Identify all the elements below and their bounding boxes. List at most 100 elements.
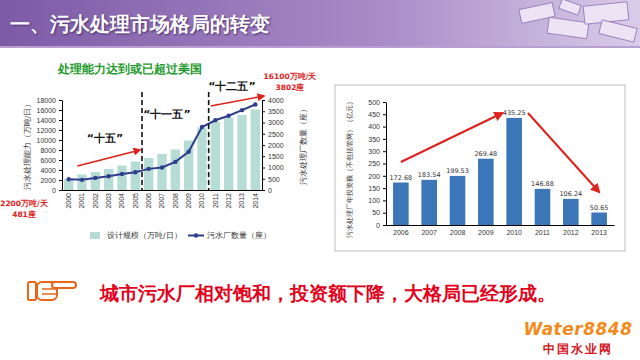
y2-axis-tick-label: 3500: [268, 108, 284, 115]
hand-line: [42, 288, 58, 290]
annotation: 3802座: [276, 82, 305, 92]
y2-axis-tick-mark: [262, 100, 265, 101]
x-axis-tick-label: 2002: [92, 193, 99, 209]
annotation: “十五”: [87, 132, 123, 145]
x-axis-tick: 2002: [92, 190, 99, 209]
bar: [144, 158, 153, 190]
y-axis-tick-mark: [59, 120, 62, 121]
y-axis-tick: 8000: [40, 147, 62, 154]
y2-axis-tick-label: 3000: [268, 119, 284, 126]
y-axis-tick-label: 250: [368, 160, 380, 167]
y2-axis-tick: 2000: [262, 142, 284, 149]
x-axis-tick-label: 2006: [393, 229, 409, 236]
y-axis-line: [62, 101, 63, 191]
y-axis-tick-mark: [59, 170, 62, 171]
y-axis-tick: 150: [368, 185, 386, 192]
legend: 设计规模（万吨/日）污水厂数量（座）: [90, 231, 271, 240]
line-marker: [240, 108, 244, 112]
x-axis-tick-label: 2011: [535, 229, 550, 236]
y-axis-tick-label: 200: [368, 173, 380, 180]
line-marker: [173, 160, 177, 164]
decoration-card: [547, 17, 589, 38]
y-axis-tick-mark: [383, 164, 386, 165]
y2-axis-tick-label: 1000: [268, 164, 284, 171]
y-axis-title: 污水处理能力（万吨/日）: [23, 100, 32, 191]
x-axis-tick: 2013: [591, 225, 607, 236]
y2-axis-tick-mark: [262, 134, 265, 135]
x-axis: 2000200120022003200420052006200720082009…: [63, 190, 263, 209]
x-axis-tick: 2009: [185, 190, 192, 209]
line-marker: [133, 170, 137, 174]
y-axis-tick-label: 10000: [37, 137, 57, 144]
y2-axis-tick: 0: [262, 187, 272, 194]
y2-axis-tick-label: 0: [268, 187, 272, 194]
bar: [237, 115, 246, 190]
annotation: “十一五”: [143, 108, 190, 121]
y-axis-tick-mark: [383, 188, 386, 189]
x-axis-tick: 2011: [212, 190, 219, 208]
y-axis-tick-label: 300: [368, 148, 380, 155]
line-marker: [160, 165, 164, 169]
bar: [478, 159, 494, 225]
y-axis-tick-label: 2000: [40, 177, 56, 184]
legend-item: 污水厂数量（座）: [188, 231, 271, 240]
pointing-hand-icon: [28, 282, 76, 300]
y2-axis-tick: 1000: [262, 164, 284, 171]
bar: [197, 128, 206, 191]
x-axis-tick-label: 2007: [158, 193, 165, 209]
y-axis-tick-label: 12000: [37, 127, 57, 134]
annotation: 481座: [12, 209, 36, 219]
y-axis-tick-mark: [383, 225, 386, 226]
y-axis-tick: 50: [372, 209, 386, 216]
data-label: 146.88: [531, 180, 554, 188]
bar: [224, 118, 233, 191]
x-axis-tick-label: 2007: [421, 229, 437, 236]
plot-area: [64, 102, 260, 190]
line-marker: [66, 177, 70, 181]
hand-cuff: [28, 282, 36, 300]
x-axis-tick: 2003: [105, 190, 112, 209]
y-axis-tick-mark: [59, 160, 62, 161]
y2-axis-tick: 1500: [262, 153, 284, 160]
y-axis-tick: 100: [368, 197, 386, 204]
y-axis-tick-label: 0: [52, 187, 56, 194]
x-axis-tick: 2006: [145, 190, 152, 209]
annotation: 16100万吨/天: [264, 72, 318, 81]
bar: [506, 118, 522, 225]
trend-arrow: [401, 113, 503, 162]
y2-axis-tick-mark: [262, 123, 265, 124]
bar: [421, 180, 437, 225]
hand-line: [42, 293, 58, 295]
bar: [563, 199, 579, 225]
x-axis-tick: 2008: [172, 190, 179, 209]
conclusion: 城市污水厂相对饱和，投资额下降，大格局已经形成。: [99, 282, 556, 304]
y-axis-tick: 500: [368, 99, 386, 106]
x-axis-tick: 2004: [118, 190, 125, 209]
x-axis-tick-label: 2013: [591, 229, 607, 236]
x-axis-tick-label: 2003: [105, 193, 112, 209]
x-axis-tick: 2010: [198, 190, 205, 209]
x-axis: 20062007200820092010201120122013: [387, 225, 615, 236]
x-axis-tick-label: 2008: [172, 193, 179, 209]
y-axis-tick: 0: [52, 187, 62, 194]
line-marker: [80, 178, 84, 182]
decoration-card: [559, 0, 581, 15]
y-axis-tick-mark: [59, 130, 62, 131]
data-label: 199.53: [446, 167, 469, 175]
x-axis-tick-label: 2009: [185, 193, 192, 209]
y-axis-tick-mark: [59, 110, 62, 111]
x-axis-tick: 2014: [252, 190, 259, 209]
logo-text: Water8848: [524, 319, 633, 339]
y-axis-title: 污水处理厂年投资额（不包括管网）（亿元）: [345, 98, 354, 238]
bar: [450, 176, 466, 225]
bar: [131, 162, 140, 191]
x-axis-tick: 2005: [132, 190, 139, 209]
line-marker: [213, 118, 217, 122]
y-axis-tick-label: 150: [368, 185, 380, 192]
x-axis-tick: 2009: [478, 225, 494, 236]
plot-area: [393, 118, 607, 225]
x-axis-tick: 2013: [238, 190, 245, 209]
y-axis-tick: 350: [368, 136, 386, 143]
x-axis-tick: 2010: [506, 225, 522, 236]
x-axis-tick-label: 2009: [478, 229, 494, 236]
